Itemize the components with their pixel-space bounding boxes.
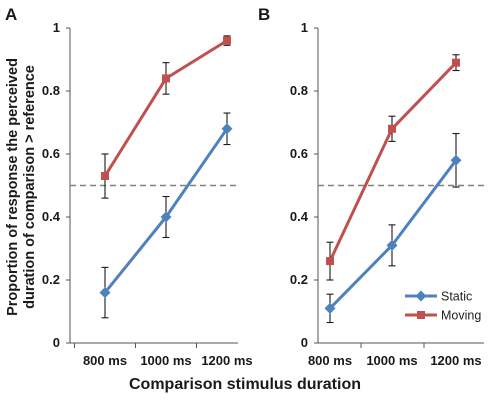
legend-moving-label: Moving xyxy=(441,309,481,323)
y-tick-label: 0.6 xyxy=(42,146,60,161)
legend-moving-marker xyxy=(417,311,425,319)
x-tick-label: 1200 ms xyxy=(430,353,481,368)
moving-point xyxy=(223,36,231,45)
y-tick-label: 0.4 xyxy=(290,209,309,224)
x-tick-label: 1000 ms xyxy=(366,353,417,368)
legend-static-marker xyxy=(415,290,427,302)
static-point xyxy=(99,287,111,299)
chart-panel-a: A 0 0.2 0.4 0.6 0.8 1 800 ms 1000 ms 1200 ms xyxy=(5,5,253,368)
y-tick-label: 0.8 xyxy=(42,83,60,98)
moving-point xyxy=(326,257,334,266)
y-tick-label: 0.6 xyxy=(290,146,308,161)
static-series-line xyxy=(328,159,458,310)
y-tick-label: 0.2 xyxy=(290,272,308,287)
static-point xyxy=(324,302,336,314)
moving-series-line xyxy=(328,61,458,262)
moving-point xyxy=(388,124,396,133)
x-tick-label: 1000 ms xyxy=(140,353,191,368)
panel-letter: A xyxy=(5,5,17,24)
x-axis-label: Comparison stimulus duration xyxy=(129,376,361,393)
y-tick-label: 0.2 xyxy=(42,272,60,287)
x-tick-label: 1200 ms xyxy=(201,353,252,368)
y-tick-label: 1 xyxy=(53,20,60,35)
y-axis-label-line-2: duration of comparison > reference xyxy=(22,65,38,309)
static-point xyxy=(386,239,398,251)
y-tick-label: 0 xyxy=(53,335,60,350)
legend-static-label: Static xyxy=(441,290,472,304)
y-tick-label: 1 xyxy=(301,20,308,35)
y-tick-label: 0.4 xyxy=(42,209,61,224)
moving-point xyxy=(162,74,170,83)
y-tick-label: 0 xyxy=(301,335,308,350)
x-tick-label: 800 ms xyxy=(308,353,352,368)
moving-point xyxy=(452,58,460,67)
y-axis-label-line-1: Proportion of response the perceived xyxy=(5,58,21,316)
panel-letter: B xyxy=(258,5,270,24)
y-tick-label: 0.8 xyxy=(290,83,308,98)
chart-panel-b: B 0 0.2 0.4 0.6 0.8 1 800 ms 1000 ms 1200 ms Stati… xyxy=(258,5,484,368)
static-point xyxy=(221,123,233,135)
x-tick-label: 800 ms xyxy=(83,353,127,368)
static-point xyxy=(160,211,172,223)
static-point xyxy=(450,154,462,166)
moving-point xyxy=(101,172,109,181)
